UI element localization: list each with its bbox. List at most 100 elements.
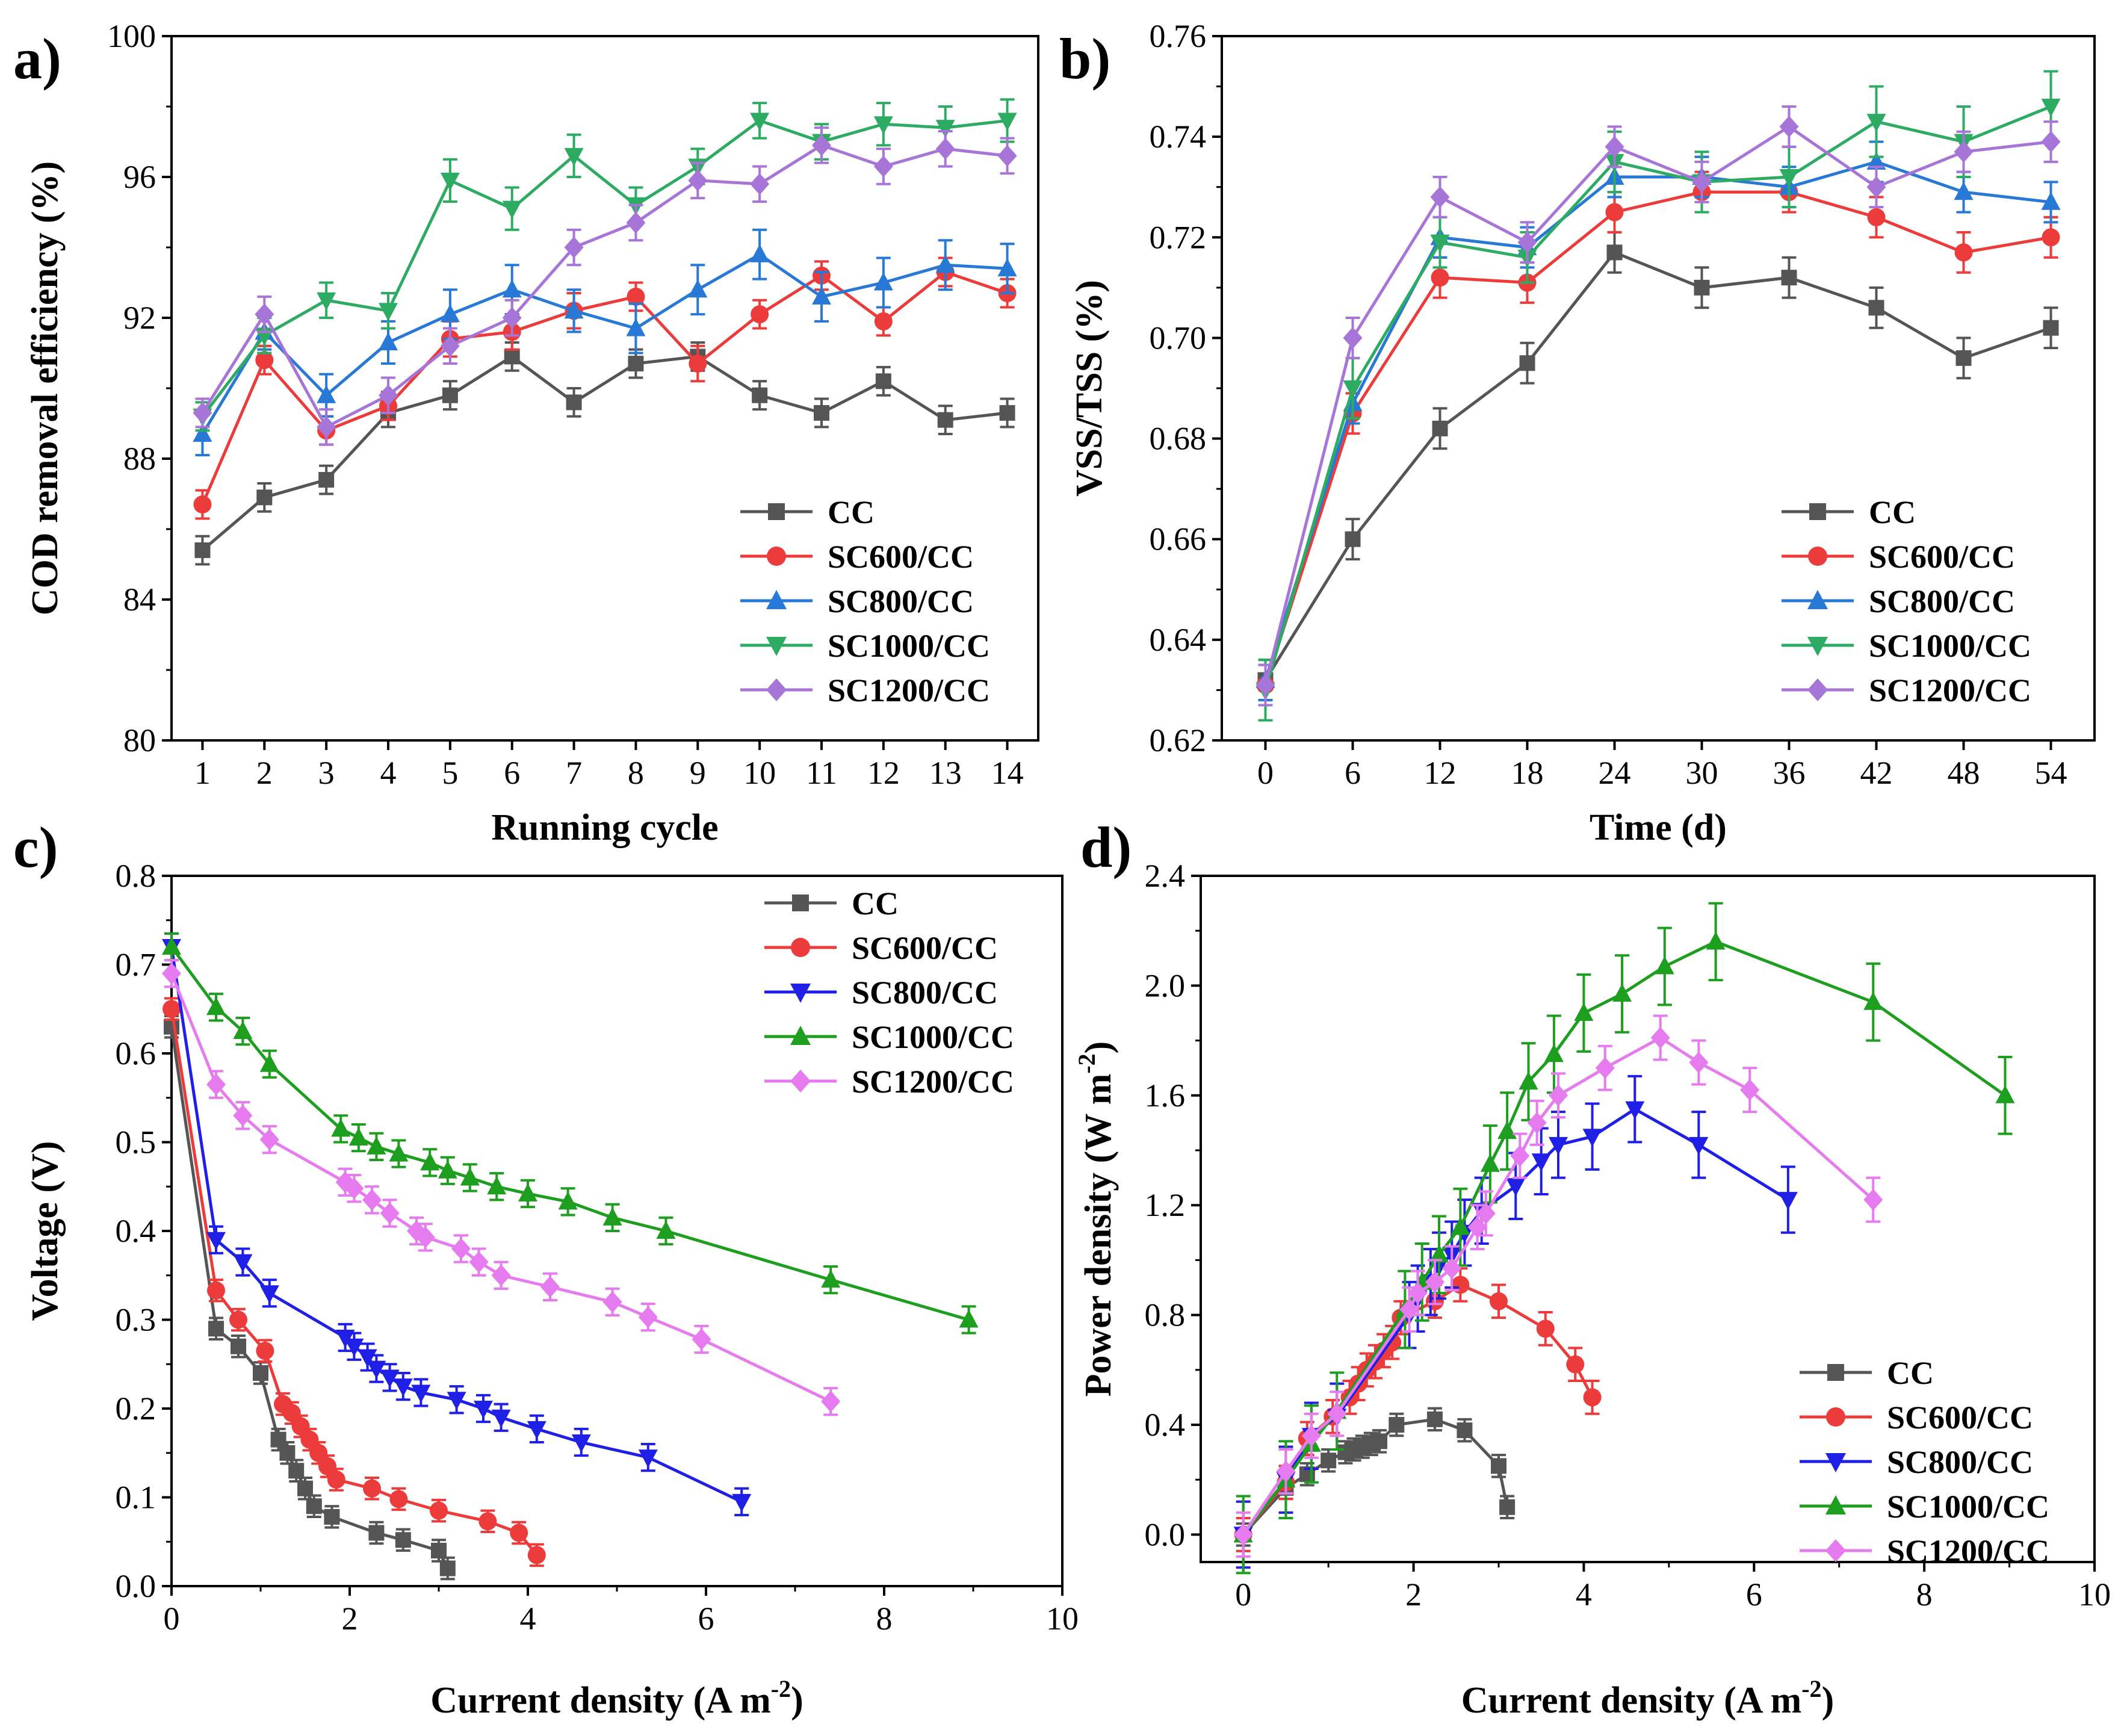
- data-point: [162, 963, 181, 985]
- data-point: [306, 1498, 322, 1514]
- data-point: [1655, 956, 1674, 975]
- data-point: [162, 937, 181, 955]
- data-point: [362, 1189, 382, 1211]
- data-point: [379, 332, 398, 350]
- data-point: [256, 489, 273, 506]
- data-point: [692, 1328, 711, 1350]
- x-tick-label: 7: [566, 755, 582, 791]
- data-point: [1866, 176, 1886, 198]
- data-point: [420, 1152, 440, 1171]
- data-point: [1519, 355, 1535, 371]
- data-point: [997, 258, 1017, 277]
- x-tick-label: 14: [991, 755, 1024, 791]
- data-point: [1491, 1458, 1506, 1474]
- panel-4: 0 2 4 6 8 10 0.0 0.4 0.8 1.2 1.6 2.0 2.4 d) Current de…: [1073, 815, 2111, 1721]
- data-point: [442, 387, 458, 403]
- legend-marker: [1807, 590, 1828, 609]
- data-point: [812, 134, 831, 157]
- legend-marker: [1827, 1364, 1844, 1381]
- x-tick-label: 8: [876, 1601, 893, 1637]
- x-tick-label: 10: [2078, 1576, 2111, 1613]
- data-point: [389, 1490, 408, 1508]
- series-SC600/CC: [193, 256, 1017, 520]
- x-tick-label: 4: [380, 755, 397, 791]
- data-point: [317, 292, 336, 311]
- data-point: [1692, 171, 1712, 193]
- x-tick-label: 0: [164, 1601, 180, 1637]
- data-point: [1301, 1425, 1321, 1447]
- data-point: [193, 495, 212, 514]
- data-point: [1510, 1145, 1530, 1167]
- data-point: [627, 287, 645, 306]
- y-axis-label-text: COD removal efficiency (%): [25, 161, 66, 616]
- y-tick-label: 0.62: [1150, 722, 1207, 758]
- data-point: [344, 1177, 364, 1200]
- panel-2: 0 6 12 18 24 30 36 42 48 54 0.62 0.64 0.66 0.68 0.70 0.…: [1059, 18, 2096, 848]
- series-CC: [194, 341, 1015, 566]
- data-point: [750, 173, 770, 195]
- data-point: [1431, 268, 1449, 287]
- legend-label: SC600/CC: [1869, 539, 2015, 575]
- x-axis-label-text: Time (d): [1590, 807, 1727, 848]
- data-point: [571, 1434, 591, 1453]
- data-point: [358, 1349, 377, 1368]
- data-point: [1605, 203, 1624, 222]
- data-point: [873, 155, 893, 178]
- x-axis-label-text: Running cycle: [491, 807, 718, 848]
- y-tick-label: 0.72: [1150, 219, 1207, 255]
- series-line: [1264, 125, 2051, 686]
- legend-label: SC600/CC: [852, 930, 998, 966]
- data-point: [959, 1309, 979, 1328]
- data-point: [999, 405, 1015, 421]
- data-point: [1426, 1411, 1443, 1427]
- data-point: [1451, 1217, 1470, 1235]
- x-axis-label-sup: -2: [1801, 1675, 1821, 1702]
- data-point: [1612, 984, 1632, 1002]
- data-point: [231, 1338, 246, 1354]
- y-tick-label: 0.74: [1150, 119, 1207, 155]
- series-line: [1264, 190, 2051, 686]
- data-point: [1778, 1192, 1798, 1211]
- data-point: [368, 1525, 385, 1541]
- data-point: [439, 1560, 456, 1576]
- data-point: [270, 1431, 286, 1448]
- y-tick-label: 0.6: [116, 1035, 156, 1071]
- x-tick-label: 0: [1235, 1576, 1251, 1613]
- legend-label: SC800/CC: [852, 975, 998, 1011]
- data-point: [451, 1238, 471, 1260]
- data-point: [389, 1143, 409, 1162]
- legend-marker: [1809, 503, 1826, 520]
- series-line: [201, 119, 1008, 418]
- panel-label: a): [13, 26, 61, 91]
- data-point: [566, 394, 582, 411]
- panel-1: 1 2 3 4 5 6 7 8 9 10 11 12 13 148084889296100a)Runnin…: [13, 18, 1039, 848]
- data-point: [1476, 1202, 1496, 1224]
- y-tick-label: 0.8: [116, 858, 156, 894]
- legend-label: SC1200/CC: [852, 1064, 1014, 1100]
- data-point: [327, 1471, 345, 1489]
- data-point: [1694, 279, 1710, 296]
- x-tick-label: 6: [698, 1601, 714, 1637]
- legend-marker: [1825, 1453, 1846, 1472]
- data-point: [564, 300, 584, 319]
- y-tick-label: 0.0: [116, 1568, 156, 1604]
- data-point: [491, 1264, 511, 1286]
- data-point: [1519, 1071, 1538, 1090]
- data-point: [469, 1251, 489, 1273]
- legend-marker: [1825, 1539, 1846, 1562]
- data-point: [379, 384, 398, 406]
- y-axis-label: Voltage (V): [25, 1141, 66, 1321]
- x-axis-label: Running cycle: [491, 807, 718, 848]
- data-point: [233, 1021, 253, 1040]
- series-SC1000/CC: [162, 932, 979, 1335]
- data-point: [440, 172, 460, 191]
- data-point: [997, 113, 1017, 131]
- series-CC: [1257, 231, 2059, 702]
- data-point: [411, 1384, 431, 1403]
- y-tick-label: 84: [123, 581, 156, 618]
- x-axis-label: Current density (A m-2): [1461, 1675, 1834, 1721]
- data-point: [750, 113, 770, 131]
- data-point: [233, 1105, 253, 1127]
- x-tick-label: 30: [1686, 755, 1718, 791]
- y-tick-label: 0.2: [116, 1390, 156, 1427]
